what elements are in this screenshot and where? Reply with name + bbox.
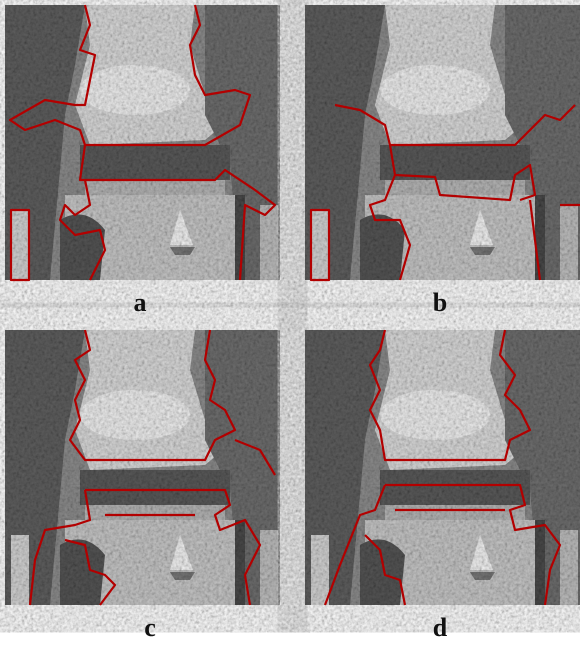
image xyxy=(5,5,280,280)
panel-label: c xyxy=(144,613,156,642)
image xyxy=(305,330,580,605)
panel-a xyxy=(5,5,280,280)
image xyxy=(305,5,580,280)
panel-c xyxy=(5,330,280,605)
image xyxy=(5,330,280,605)
panel-label: a xyxy=(134,288,147,317)
panel-d xyxy=(305,330,580,605)
figure: a b c d xyxy=(0,0,580,646)
panel-label: d xyxy=(433,613,448,642)
panel-label: b xyxy=(433,288,447,317)
panel-b xyxy=(305,5,580,280)
